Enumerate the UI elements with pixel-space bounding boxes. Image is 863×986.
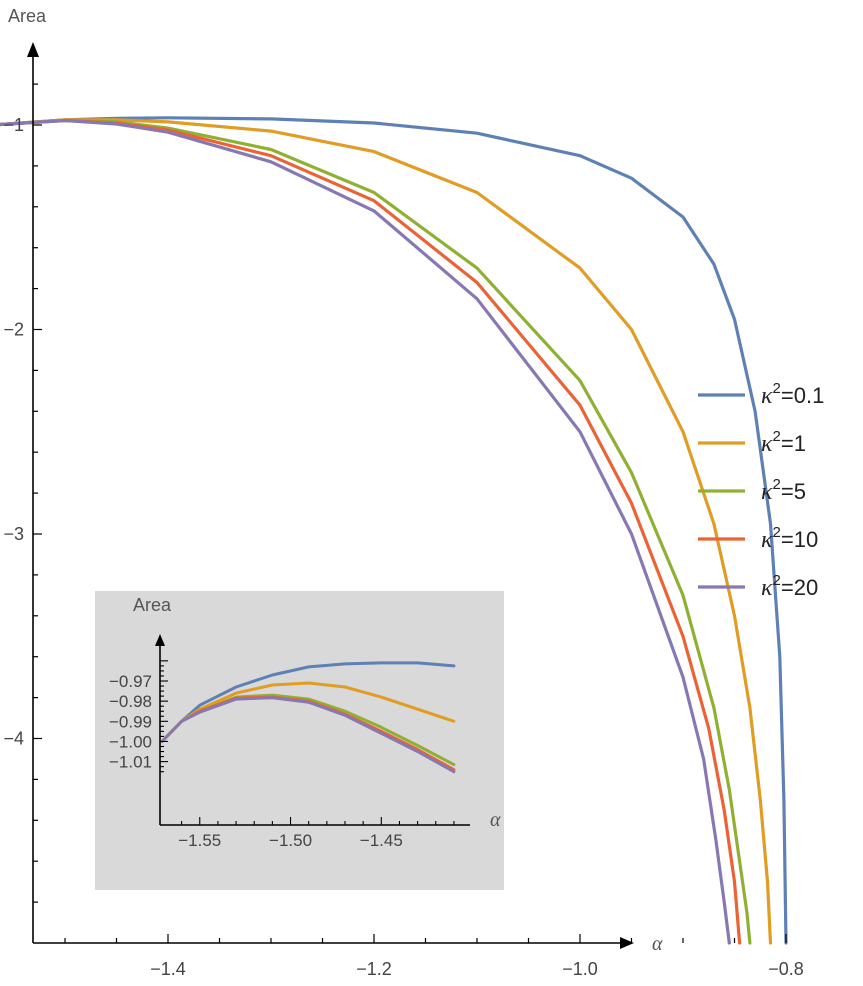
legend-superscript: 2: [773, 428, 781, 445]
legend-kappa: κ: [761, 479, 773, 505]
main-series-group: [0, 116, 788, 945]
legend-value: =5: [781, 479, 806, 504]
inset-x-tick-label: −1.50: [269, 831, 312, 850]
legend-kappa: κ: [761, 575, 773, 601]
main-axes: −1.4 −1.2 −1.0 −0.8 −1 −2 −3 −4 Area α: [3, 6, 803, 979]
main-x-axis-arrow: [620, 937, 634, 949]
main-y-tick-label: −2: [3, 320, 24, 340]
main-x-tick-label: −1.2: [356, 959, 392, 979]
inset-series-line-k20: [160, 696, 456, 774]
legend-entry-k20: κ2=20: [698, 572, 818, 601]
inset-y-tick-label: −1.00: [109, 732, 152, 751]
inset-y-axis-arrow: [155, 634, 165, 646]
main-y-tick-label: −1: [3, 115, 24, 135]
inset-plot: −1.55 −1.50 −1.45 −0.97−0.98−0.99−1.00 −1.0…: [95, 591, 504, 890]
legend-label: κ2=1: [761, 428, 806, 457]
legend-superscript: 2: [773, 380, 781, 397]
main-x-ticks: −1.4 −1.2 −1.0 −0.8: [64, 934, 804, 979]
inset-y-tick-label: −0.98: [109, 692, 152, 711]
legend-value: =20: [781, 575, 818, 600]
main-y-tick-label: −3: [3, 524, 24, 544]
legend-superscript: 2: [773, 572, 781, 589]
inset-x-tick-label: −1.45: [360, 831, 403, 850]
main-series-line-k20: [0, 118, 731, 945]
inset-y-tick-label: −1.01: [109, 753, 152, 772]
main-y-tick-label: −4: [3, 729, 24, 749]
legend-label: κ2=20: [761, 572, 818, 601]
inset-x-tick-label: −1.55: [178, 831, 221, 850]
inset-y-ticks: −0.97−0.98−0.99−1.00 −1.01: [109, 660, 168, 773]
main-y-axis-arrow: [27, 42, 39, 57]
legend-kappa: κ: [761, 527, 773, 553]
inset-y-tick-label: −0.97: [109, 672, 152, 691]
inset-axes: −1.55 −1.50 −1.45 −0.97−0.98−0.99−1.00 −1.0…: [109, 595, 501, 850]
inset-y-tick-label: −0.99: [109, 712, 152, 731]
legend-kappa: κ: [761, 431, 773, 457]
main-y-axis-title: Area: [8, 6, 47, 26]
inset-x-axis-title: α: [490, 809, 501, 831]
main-x-tick-label: −1.4: [150, 959, 186, 979]
legend-value: =0.1: [781, 383, 824, 408]
main-x-tick-label: −0.8: [768, 959, 804, 979]
inset-series-line-k01: [160, 661, 456, 743]
legend-superscript: 2: [773, 476, 781, 493]
main-x-tick-label: −1.0: [562, 959, 598, 979]
legend-label: κ2=5: [761, 476, 806, 505]
inset-series-group: [160, 661, 456, 774]
main-y-ticks: −1 −2 −3 −4: [3, 83, 42, 903]
inset-x-ticks: −1.55 −1.50 −1.45: [178, 817, 455, 850]
legend-value: =1: [781, 431, 806, 456]
inset-y-axis-title: Area: [133, 595, 172, 615]
legend-superscript: 2: [773, 524, 781, 541]
legend-label: κ2=0.1: [761, 380, 824, 409]
legend-entry-k01: κ2=0.1: [698, 380, 824, 409]
legend-entry-k5: κ2=5: [698, 476, 806, 505]
legend-value: =10: [781, 527, 818, 552]
legend-label: κ2=10: [761, 524, 818, 553]
main-plot: −1.4 −1.2 −1.0 −0.8 −1 −2 −3 −4 Area α: [0, 6, 804, 979]
main-series-line-k1: [0, 118, 773, 945]
main-x-axis-title: α: [652, 933, 663, 955]
legend-kappa: κ: [761, 383, 773, 409]
legend-entry-k10: κ2=10: [698, 524, 818, 553]
legend-entry-k1: κ2=1: [698, 428, 806, 457]
main-series-line-k01: [0, 116, 788, 945]
